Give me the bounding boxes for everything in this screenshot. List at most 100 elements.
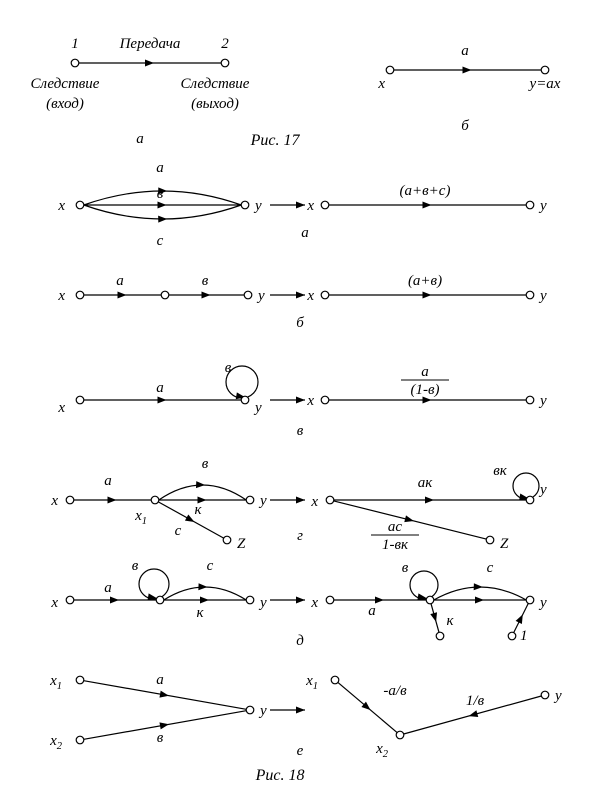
label: y: [253, 400, 262, 416]
label: a: [461, 43, 469, 59]
label: 1: [520, 628, 528, 644]
graph-node: [486, 536, 494, 544]
label: x: [310, 494, 318, 510]
label: x1: [49, 673, 62, 692]
label: a: [104, 580, 112, 596]
label: y: [258, 703, 267, 719]
label: в: [157, 186, 164, 202]
graph-node: [161, 291, 169, 299]
self-loop: [139, 569, 169, 599]
arrowhead: [430, 612, 437, 622]
graph-node: [526, 291, 534, 299]
arrowhead: [425, 497, 434, 504]
label: y: [253, 198, 262, 214]
label: y: [258, 493, 267, 509]
label: в: [202, 456, 209, 472]
graph-node: [526, 396, 534, 404]
label: c: [207, 558, 214, 574]
graph-node: [246, 706, 254, 714]
graph-node: [66, 496, 74, 504]
arrowhead: [159, 691, 168, 698]
graph-node: [66, 596, 74, 604]
label: c: [157, 233, 164, 249]
label: x: [57, 400, 65, 416]
graph-node: [246, 496, 254, 504]
label: 1/в: [466, 693, 485, 709]
graph-node: [76, 396, 84, 404]
arrowhead: [296, 707, 305, 714]
graph-node: [156, 596, 164, 604]
label: к: [194, 502, 202, 518]
label: x: [50, 493, 58, 509]
arrowhead: [202, 292, 211, 299]
graph-node: [76, 736, 84, 744]
label: е: [297, 743, 304, 759]
label: -а/в: [383, 683, 407, 699]
label: б: [461, 118, 469, 134]
label: вк: [493, 463, 508, 479]
arrowhead: [185, 515, 195, 522]
arrowhead: [423, 202, 432, 209]
graph-node: [526, 496, 534, 504]
arrowhead: [296, 292, 305, 299]
graph-node: [331, 676, 339, 684]
graph-node: [223, 536, 231, 544]
graph-node: [241, 396, 249, 404]
label: Z: [500, 536, 509, 552]
graph-node: [541, 66, 549, 74]
self-loop: [513, 473, 539, 499]
label: y: [538, 288, 547, 304]
label: x: [306, 198, 314, 214]
graph-node: [526, 596, 534, 604]
label: x1: [305, 673, 318, 692]
arrowhead: [118, 292, 127, 299]
label: x: [306, 288, 314, 304]
arrowhead: [516, 614, 523, 624]
label: y: [258, 595, 267, 611]
label: x: [377, 76, 385, 92]
arrowhead: [159, 722, 168, 729]
arrowhead: [198, 583, 207, 590]
label: к: [446, 613, 454, 629]
graph-node: [321, 396, 329, 404]
graph-node: [244, 291, 252, 299]
label: a: [421, 364, 429, 380]
arrowhead: [296, 397, 305, 404]
label: x: [310, 595, 318, 611]
arrowhead: [296, 497, 305, 504]
arrowhead: [463, 67, 472, 74]
label: Следствие: [181, 76, 250, 92]
label: a: [156, 160, 164, 176]
label: a: [156, 672, 164, 688]
arrowhead: [110, 597, 119, 604]
graph-node: [241, 201, 249, 209]
graph-node: [326, 596, 334, 604]
label: в: [297, 423, 304, 439]
label: x: [306, 393, 314, 409]
label: (а+в): [408, 273, 442, 289]
label: а: [301, 225, 309, 241]
label: x: [57, 288, 65, 304]
label: в: [132, 558, 139, 574]
label: (вход): [46, 96, 84, 112]
arrowhead: [108, 497, 117, 504]
label: x: [50, 595, 58, 611]
label: 1: [71, 36, 79, 52]
label: y: [538, 595, 547, 611]
label: y: [256, 288, 265, 304]
arrowhead: [158, 216, 167, 223]
graph-node: [436, 632, 444, 640]
edge: [434, 587, 526, 600]
graph-node: [76, 676, 84, 684]
label: y: [538, 482, 547, 498]
arrowhead: [158, 202, 167, 209]
label: (выход): [191, 96, 239, 112]
label: г: [297, 528, 303, 544]
label: a: [116, 273, 124, 289]
arrowhead: [475, 597, 484, 604]
label: 1-вк: [382, 537, 409, 553]
arrowhead: [423, 292, 432, 299]
label: y: [538, 198, 547, 214]
label: a: [104, 473, 112, 489]
label: в: [202, 273, 209, 289]
